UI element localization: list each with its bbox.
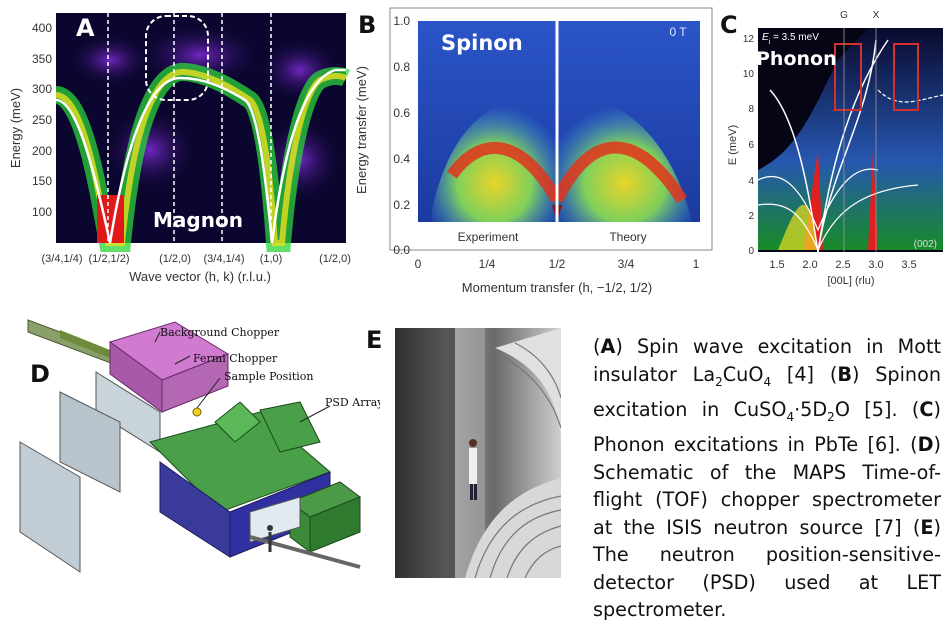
panel-b-experiment-caption: Experiment (458, 230, 519, 244)
panel-b-ytick: 1.0 (393, 14, 410, 28)
panel-c-xtick: 2.0 (802, 259, 817, 271)
panel-b-ytick: 0.8 (393, 60, 410, 74)
panel-a-xtick: (1/2,0) (159, 253, 191, 265)
panel-a: 400 350 300 250 200 150 100 (3/4,1/4) (1… (0, 0, 352, 290)
panel-c-xtick: 1.5 (769, 259, 784, 271)
panel-d-callout: Background Chopper (160, 326, 280, 339)
panel-c-ytick: 4 (748, 176, 754, 187)
panel-a-ytick: 150 (32, 174, 52, 188)
caption-a-letter: A (600, 335, 616, 358)
panel-a-xtick: (3/4,1/4) (204, 253, 245, 265)
panel-b-xtick: 1 (693, 257, 700, 271)
panel-c-top-label: X (873, 10, 880, 21)
panel-c-xtick: 2.5 (835, 259, 850, 271)
panel-d-callout: Sample Position (224, 370, 313, 383)
panel-b-figure: 1.0 0.8 0.6 0.4 0.2 0.0 0 1/4 1/2 3/4 1 … (354, 7, 713, 295)
panel-c-corner: (002) (914, 239, 937, 250)
caption-b-sub: 4 (786, 409, 795, 424)
panel-b-ytick: 0.0 (393, 243, 410, 257)
panel-a-xtick: (1/2,0) (319, 253, 351, 265)
panel-b-xtick: 1/2 (549, 257, 566, 271)
caption-a-text: [4] (771, 362, 830, 386)
panel-c-xlabel: [00L] (rlu) (827, 275, 874, 287)
panel-a-ytick: 350 (32, 52, 52, 66)
panel-c: 12 10 8 6 4 2 0 1.5 2.0 2.5 3.0 3.5 G X … (718, 0, 951, 290)
panel-b-ytick: 0.2 (393, 198, 410, 212)
panel-c-top-label: G (840, 10, 848, 21)
panel-c-ei-subscript: i (769, 39, 771, 46)
panel-b-label: B (358, 11, 377, 39)
panel-c-ytick: 8 (748, 104, 754, 115)
panel-c-xtick: 3.0 (868, 259, 883, 271)
panel-a-ytick: 100 (32, 205, 52, 219)
panel-a-label: A (76, 14, 95, 42)
caption-a-text: CuO (722, 362, 764, 386)
panel-a-ylabel: Energy (meV) (8, 88, 23, 168)
panel-b-theory-caption: Theory (609, 230, 646, 244)
panel-a-ytick: 250 (32, 113, 52, 127)
panel-c-ytick: 6 (748, 140, 754, 151)
caption-d-text: Schematic of the MAPS Time-of-flight (TO… (593, 460, 941, 539)
caption-c-letter: C (919, 397, 934, 421)
panel-d: Background Chopper Fermi Chopper Sample … (0, 302, 384, 584)
panel-c-label: C (720, 11, 738, 39)
panel-b-tag: Spinon (441, 31, 523, 55)
caption-b-sub: 2 (827, 409, 835, 424)
panel-e-label: E (366, 326, 383, 354)
panel-b-ylabel: Energy transfer (meV) (354, 66, 369, 194)
panel-c-ei: Ei = 3.5 meV (762, 32, 819, 46)
figure-caption: (A) Spin wave excitation in Mott insulat… (593, 335, 941, 622)
caption-d-letter: D (917, 433, 934, 457)
panel-c-xtick: 3.5 (901, 259, 916, 271)
panel-c-ylabel: E (meV) (727, 125, 739, 165)
panel-b-xtick: 1/4 (479, 257, 496, 271)
panel-d-schematic: Background Chopper Fermi Chopper Sample … (19, 319, 384, 573)
panel-d-label: D (30, 360, 50, 388)
caption-c-text: Phonon excitations in PbTe [6]. (593, 433, 911, 457)
caption-a-text: Spin wave excitation in Mott insulator L… (593, 335, 941, 386)
panel-d-callout: Fermi Chopper (193, 352, 278, 365)
panel-a-xtick: (1,0) (260, 253, 283, 265)
panel-a-xtick: (1/2,1/2) (89, 253, 130, 265)
caption-e-letter: E (920, 515, 934, 539)
panel-a-xtick: (3/4,1/4) (42, 253, 83, 265)
panel-a-figure: 400 350 300 250 200 150 100 (3/4,1/4) (1… (8, 13, 351, 284)
panel-c-ei-symbol: E (762, 32, 769, 43)
caption-e-text: The neutron position-sensitive-detector … (593, 543, 941, 622)
panel-c-figure: 12 10 8 6 4 2 0 1.5 2.0 2.5 3.0 3.5 G X … (727, 10, 944, 287)
panel-b-xtick: 3/4 (618, 257, 635, 271)
caption-b-text: O [5]. (834, 397, 912, 421)
panel-e: E (352, 322, 562, 582)
caption-b-text: Spinon excitation in CuSO (593, 362, 941, 421)
panel-a-ytick: 200 (32, 144, 52, 158)
panel-a-ytick: 300 (32, 82, 52, 96)
panel-d-callout: PSD Array (325, 396, 380, 409)
panel-a-tag: Magnon (153, 208, 243, 232)
panel-a-ytick: 400 (32, 21, 52, 35)
panel-c-ytick: 0 (748, 246, 754, 257)
panel-e-photo (395, 328, 561, 578)
panel-b-ytick: 0.4 (393, 152, 410, 166)
panel-c-ei-value: = 3.5 meV (770, 32, 819, 43)
panel-c-ytick: 10 (743, 69, 755, 80)
panel-b-xtick: 0 (415, 257, 422, 271)
caption-a-sub: 2 (715, 374, 723, 389)
caption-a-sub: 4 (763, 374, 772, 389)
panel-c-ytick: 2 (748, 211, 754, 222)
panel-b-xlabel: Momentum transfer (h, −1/2, 1/2) (462, 280, 652, 295)
panel-b-field: 0 T (669, 25, 687, 39)
panel-b-ytick: 0.6 (393, 106, 410, 120)
panel-a-xlabel: Wave vector (h, k) (r.l.u.) (129, 269, 271, 284)
caption-b-text: ·5D (794, 397, 828, 421)
panel-c-tag: Phonon (756, 48, 837, 70)
caption-b-letter: B (837, 362, 852, 386)
panel-c-ytick: 12 (743, 34, 755, 45)
panel-b: 1.0 0.8 0.6 0.4 0.2 0.0 0 1/4 1/2 3/4 1 … (352, 0, 718, 298)
